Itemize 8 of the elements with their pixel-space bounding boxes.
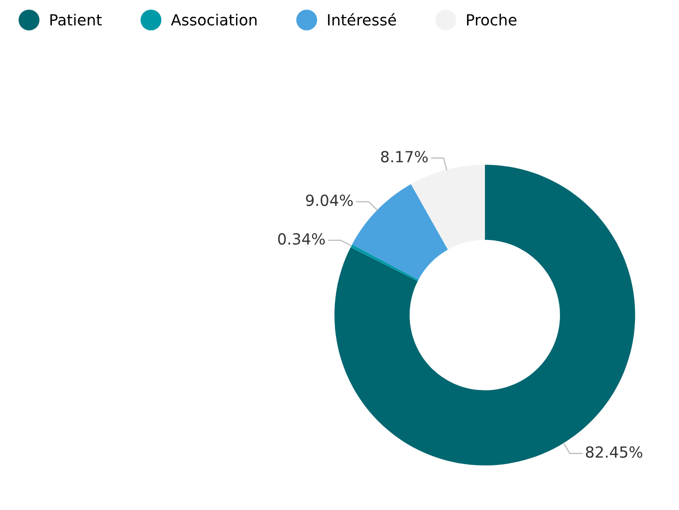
legend-label: Association bbox=[170, 14, 257, 26]
data-label: 82.45% bbox=[586, 446, 642, 458]
data-label: 0.34% bbox=[278, 233, 325, 245]
data-label: 8.17% bbox=[381, 150, 428, 162]
legend-label: Patient bbox=[50, 14, 102, 26]
legend-label: Intéressé bbox=[328, 13, 396, 26]
data-label: 9.04% bbox=[306, 194, 353, 206]
legend-label: Proche bbox=[467, 14, 516, 26]
